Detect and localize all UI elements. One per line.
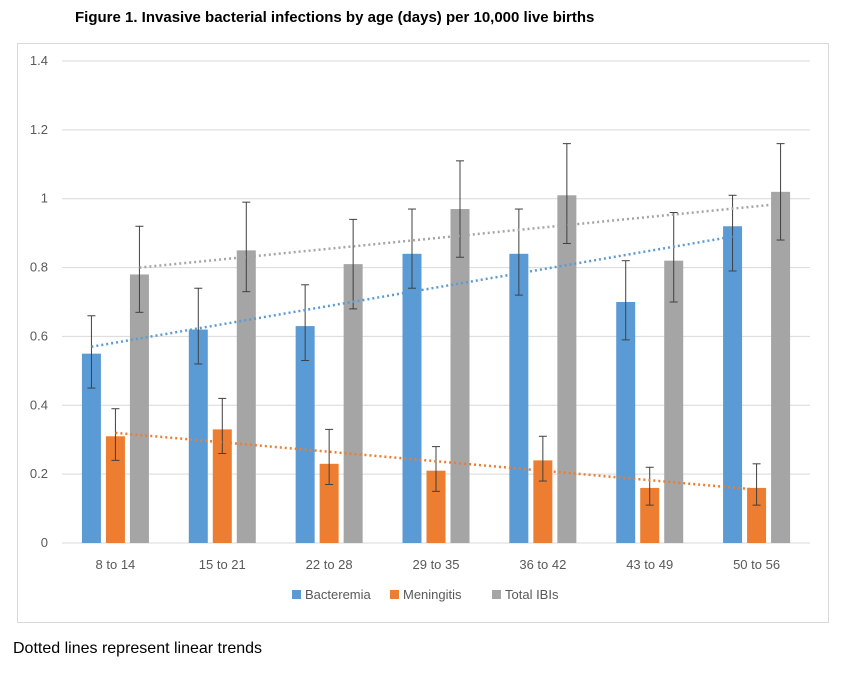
bar-total-ibis bbox=[557, 195, 577, 543]
legend-label: Meningitis bbox=[403, 587, 462, 602]
legend-label: Total IBIs bbox=[505, 587, 559, 602]
bar-total-ibis bbox=[771, 191, 791, 544]
bar-total-ibis bbox=[236, 250, 256, 543]
bar-bacteremia bbox=[81, 353, 101, 543]
bar-meningitis bbox=[212, 429, 232, 543]
x-tick-label: 29 to 35 bbox=[413, 557, 460, 572]
y-tick-label: 0.4 bbox=[30, 397, 48, 412]
legend-swatch bbox=[390, 590, 399, 599]
bar-total-ibis bbox=[450, 209, 470, 544]
bar-meningitis bbox=[640, 487, 660, 543]
legend-swatch bbox=[492, 590, 501, 599]
bar-bacteremia bbox=[509, 253, 529, 544]
y-tick-label: 1 bbox=[41, 191, 48, 206]
bar-meningitis bbox=[747, 487, 767, 543]
x-tick-label: 15 to 21 bbox=[199, 557, 246, 572]
trendline-total-ibis bbox=[139, 202, 781, 269]
x-tick-label: 36 to 42 bbox=[519, 557, 566, 572]
x-tick-label: 50 to 56 bbox=[733, 557, 780, 572]
y-tick-label: 1.2 bbox=[30, 122, 48, 137]
x-tick-label: 8 to 14 bbox=[96, 557, 136, 572]
x-tick-label: 43 to 49 bbox=[626, 557, 673, 572]
bar-meningitis bbox=[105, 436, 125, 543]
trendline-bacteremia bbox=[91, 235, 733, 348]
footnote: Dotted lines represent linear trends bbox=[13, 640, 263, 657]
bar-bacteremia bbox=[402, 253, 422, 544]
y-tick-label: 1.4 bbox=[30, 53, 48, 68]
figure-title: Figure 1. Invasive bacterial infections … bbox=[75, 9, 595, 26]
bar-total-ibis bbox=[129, 274, 149, 543]
bar-bacteremia bbox=[723, 226, 743, 543]
bar-total-ibis bbox=[343, 264, 363, 543]
legend-swatch bbox=[292, 590, 301, 599]
trendline-meningitis bbox=[115, 431, 757, 491]
y-tick-label: 0.8 bbox=[30, 260, 48, 275]
bar-bacteremia bbox=[295, 326, 315, 543]
bar-bacteremia bbox=[616, 302, 636, 543]
chart-frame bbox=[17, 43, 829, 623]
bar-bacteremia bbox=[188, 329, 208, 543]
legend-label: Bacteremia bbox=[305, 587, 372, 602]
bar-meningitis bbox=[319, 463, 339, 543]
y-tick-label: 0.6 bbox=[30, 328, 48, 343]
bar-meningitis bbox=[533, 460, 553, 543]
y-tick-label: 0.2 bbox=[30, 466, 48, 481]
x-tick-label: 22 to 28 bbox=[306, 557, 353, 572]
y-tick-label: 0 bbox=[41, 535, 48, 550]
bar-meningitis bbox=[426, 470, 446, 543]
bar-total-ibis bbox=[664, 260, 684, 543]
